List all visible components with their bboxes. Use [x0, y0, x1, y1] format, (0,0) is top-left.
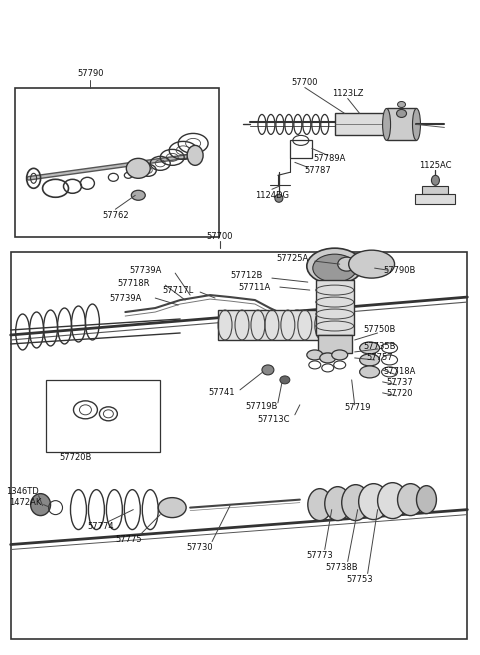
- Bar: [335, 113, 386, 136]
- Ellipse shape: [417, 485, 436, 514]
- Ellipse shape: [396, 109, 407, 117]
- Text: 57700: 57700: [207, 232, 233, 240]
- Ellipse shape: [308, 489, 332, 521]
- Ellipse shape: [360, 342, 380, 354]
- Text: 57718R: 57718R: [117, 278, 150, 288]
- Text: 57720B: 57720B: [60, 453, 92, 462]
- Bar: [318, 335, 352, 353]
- Text: 57741: 57741: [209, 388, 235, 398]
- Text: 1472AK: 1472AK: [10, 498, 42, 507]
- Ellipse shape: [313, 254, 357, 282]
- Ellipse shape: [383, 109, 391, 140]
- Text: 57717L: 57717L: [163, 286, 194, 295]
- Ellipse shape: [325, 487, 351, 521]
- Ellipse shape: [360, 354, 380, 366]
- Ellipse shape: [397, 102, 406, 107]
- Ellipse shape: [307, 248, 363, 284]
- Text: 1346TD: 1346TD: [6, 487, 39, 496]
- Ellipse shape: [342, 485, 370, 521]
- Text: 57735B: 57735B: [363, 343, 396, 352]
- Text: 57775: 57775: [115, 535, 142, 544]
- Text: 57718A: 57718A: [384, 367, 416, 377]
- Ellipse shape: [320, 353, 336, 363]
- Text: 57753: 57753: [347, 575, 373, 584]
- Text: 57711A: 57711A: [239, 282, 271, 291]
- Ellipse shape: [338, 257, 356, 271]
- Text: 1124DG: 1124DG: [255, 191, 289, 200]
- Bar: [290, 140, 312, 159]
- Bar: [218, 310, 348, 340]
- Bar: [422, 186, 448, 195]
- Text: 57790B: 57790B: [384, 266, 416, 274]
- Text: 57789A: 57789A: [313, 154, 346, 163]
- Text: 57757: 57757: [366, 354, 393, 362]
- Text: 57730: 57730: [187, 543, 214, 552]
- Text: 57719: 57719: [345, 403, 371, 413]
- Text: 57787: 57787: [304, 166, 331, 175]
- Ellipse shape: [187, 145, 203, 165]
- Bar: [15, 88, 219, 237]
- Ellipse shape: [291, 310, 303, 320]
- Ellipse shape: [378, 483, 408, 519]
- Ellipse shape: [275, 195, 283, 202]
- Ellipse shape: [397, 483, 423, 515]
- Text: 57712B: 57712B: [231, 271, 263, 280]
- Bar: [416, 195, 456, 204]
- Text: 1123LZ: 1123LZ: [332, 89, 363, 98]
- Text: 57737: 57737: [386, 379, 413, 387]
- Text: 57762: 57762: [102, 211, 129, 219]
- Text: 57713C: 57713C: [258, 415, 290, 424]
- Text: 57719B: 57719B: [246, 402, 278, 411]
- Text: 57790: 57790: [77, 69, 104, 78]
- Ellipse shape: [412, 109, 420, 140]
- Ellipse shape: [332, 350, 348, 360]
- Ellipse shape: [132, 191, 145, 200]
- Ellipse shape: [31, 494, 50, 515]
- Text: 57738B: 57738B: [325, 563, 358, 572]
- Text: 57725A: 57725A: [277, 253, 309, 263]
- Text: 57750B: 57750B: [363, 326, 396, 335]
- Text: 57720: 57720: [386, 389, 413, 398]
- Text: 57773: 57773: [306, 551, 333, 560]
- Bar: [386, 109, 417, 140]
- Ellipse shape: [262, 365, 274, 375]
- Bar: [46, 380, 160, 452]
- Text: 57700: 57700: [291, 78, 318, 87]
- Ellipse shape: [432, 176, 439, 185]
- Ellipse shape: [280, 376, 290, 384]
- Ellipse shape: [359, 483, 389, 519]
- Ellipse shape: [158, 498, 186, 517]
- Bar: [11, 252, 468, 639]
- Bar: [316, 280, 354, 335]
- Ellipse shape: [360, 366, 380, 378]
- Ellipse shape: [348, 250, 395, 278]
- Ellipse shape: [307, 350, 323, 360]
- Text: 57774: 57774: [87, 522, 114, 531]
- Ellipse shape: [126, 159, 150, 178]
- Text: 57739A: 57739A: [129, 266, 161, 274]
- Text: 57739A: 57739A: [109, 293, 142, 303]
- Text: 1125AC: 1125AC: [419, 161, 452, 170]
